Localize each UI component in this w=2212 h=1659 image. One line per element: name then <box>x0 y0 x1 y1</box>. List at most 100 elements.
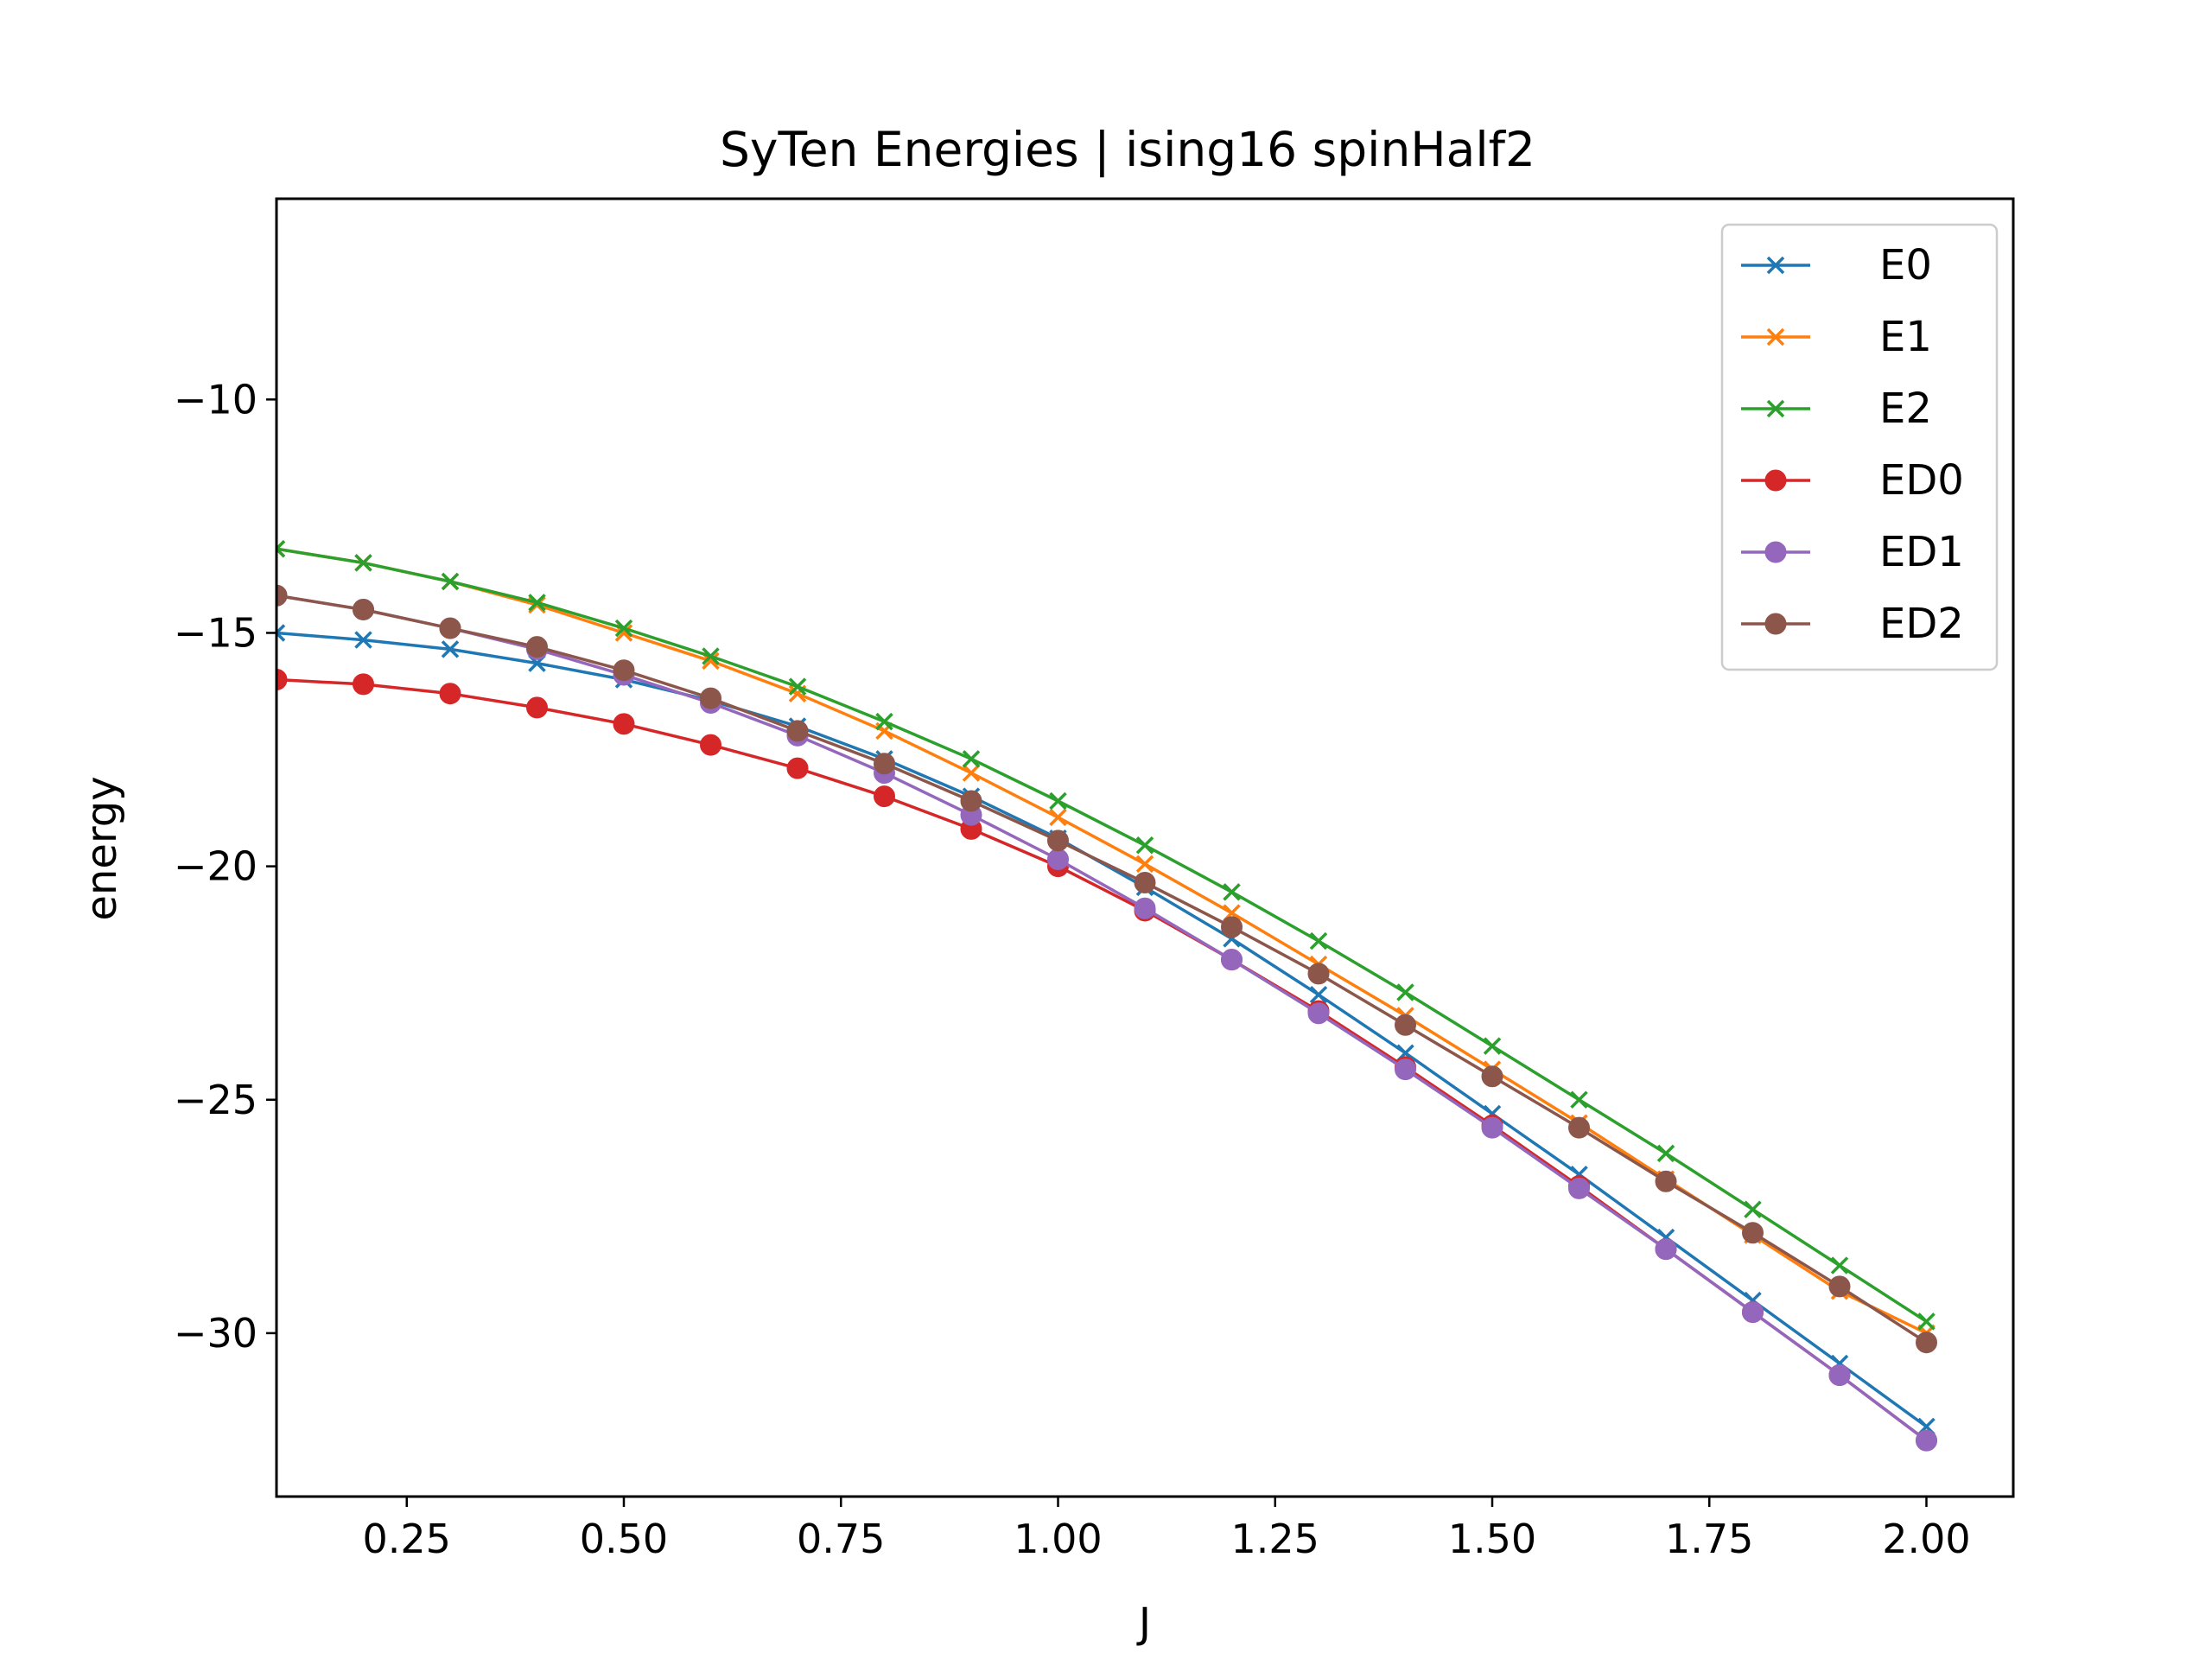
data-point-ED1 <box>1828 1364 1851 1387</box>
data-point-E2 <box>1570 1090 1588 1109</box>
data-point-ED2 <box>1047 830 1069 852</box>
chart-title: SyTen Energies | ising16 spinHalf2 <box>720 122 1535 178</box>
data-point-ED1 <box>1134 897 1156 919</box>
data-point-ED1 <box>1916 1429 1937 1452</box>
data-point-E2 <box>276 539 286 558</box>
x-tick-label: 0.75 <box>797 1516 885 1562</box>
x-tick-label: 2.00 <box>1882 1516 1970 1562</box>
marker-stroke <box>276 539 286 551</box>
marker-stroke <box>962 764 981 782</box>
data-point-E2 <box>1396 983 1414 1001</box>
data-point-E1 <box>962 764 981 782</box>
x-axis: 0.25 0.50 0.75 1.00 1.25 1.50 1.75 2.00 <box>363 1497 1971 1562</box>
data-point-ED2 <box>874 753 895 775</box>
axes-frame <box>275 197 2015 1498</box>
data-point-E2 <box>1135 836 1154 855</box>
x-axis-label: J <box>1136 1599 1151 1648</box>
data-point-E2 <box>441 572 460 591</box>
data-point-E2 <box>1656 1144 1675 1163</box>
legend-item-ED2: ED2 <box>1741 600 1964 648</box>
marker-stroke <box>614 624 633 642</box>
data-point-E2 <box>1917 1313 1936 1331</box>
marker-stroke <box>962 750 981 768</box>
y-tick-label: −10 <box>174 376 257 423</box>
legend-label: ED0 <box>1879 456 1964 505</box>
data-point-E2 <box>1830 1256 1849 1274</box>
data-point-ED2 <box>1568 1116 1590 1139</box>
data-point-ED0 <box>700 734 721 756</box>
data-point-ED2 <box>960 790 982 812</box>
data-point-ED0 <box>276 669 288 690</box>
legend-item-E0: E0 <box>1741 241 1932 289</box>
marker-stroke <box>702 652 720 671</box>
data-point-ED1 <box>1307 1002 1330 1025</box>
legend-marker <box>1764 469 1787 492</box>
y-tick-label: −20 <box>174 843 257 890</box>
data-point-E2 <box>1049 791 1067 810</box>
x-tick-label: 1.50 <box>1448 1516 1536 1562</box>
marker-stroke <box>1049 791 1067 810</box>
data-point-ED2 <box>276 584 288 607</box>
data-point-ED1 <box>1047 849 1069 871</box>
marker-stroke <box>1483 1037 1502 1055</box>
data-point-ED0 <box>874 785 895 808</box>
y-tick-label: −30 <box>174 1310 257 1357</box>
legend-marker <box>1766 399 1785 418</box>
marker-stroke <box>276 624 286 635</box>
data-point-ED2 <box>353 598 374 620</box>
marker-stroke <box>1656 1144 1675 1163</box>
data-point-ED0 <box>786 757 809 779</box>
x-tick-label: 0.50 <box>580 1516 668 1562</box>
marker-stroke <box>1309 931 1328 950</box>
marker-stroke <box>1223 883 1241 901</box>
data-point-ED2 <box>1307 963 1330 985</box>
data-point-ED1 <box>1395 1058 1416 1081</box>
data-point-ED1 <box>1481 1116 1503 1139</box>
data-point-E0 <box>1309 985 1328 1004</box>
y-axis: −10 −15 −20 −25 −30 <box>174 376 276 1357</box>
legend-marker <box>1764 613 1787 635</box>
marker-stroke <box>1766 256 1785 275</box>
legend-label: E2 <box>1879 385 1932 433</box>
legend-marker <box>1766 256 1785 275</box>
legend-marker <box>1766 327 1785 346</box>
data-point-ED2 <box>526 636 548 658</box>
data-point-E1 <box>1049 808 1067 827</box>
data-point-E1 <box>1135 855 1154 874</box>
data-point-ED1 <box>1221 949 1243 971</box>
data-point-E2 <box>875 712 893 731</box>
marker-stroke <box>1135 836 1154 855</box>
data-point-E0 <box>354 631 372 649</box>
data-point-E2 <box>702 647 720 665</box>
data-point-ED2 <box>1481 1065 1503 1088</box>
y-tick-label: −25 <box>174 1077 257 1123</box>
marker-stroke <box>1049 808 1067 827</box>
marker-stroke <box>788 677 807 696</box>
y-axis-label: energy <box>78 776 126 920</box>
data-point-E2 <box>354 554 372 572</box>
data-point-ED2 <box>439 617 461 639</box>
series-line-E2 <box>276 547 1928 1323</box>
legend-item-E2: E2 <box>1741 385 1932 433</box>
data-point-ED0 <box>526 696 548 719</box>
marker-stroke <box>875 712 893 731</box>
series-E2 <box>276 539 1936 1331</box>
marker-stroke <box>354 631 372 649</box>
marker-stroke <box>1917 1313 1936 1331</box>
marker-stroke <box>528 594 546 612</box>
data-point-ED2 <box>1916 1332 1937 1354</box>
data-point-E2 <box>1744 1200 1762 1218</box>
data-point-ED1 <box>1742 1301 1764 1324</box>
data-point-ED2 <box>1221 916 1243 938</box>
series-line-ED1 <box>276 594 1928 1442</box>
legend-label: ED1 <box>1879 528 1964 576</box>
data-point-E0 <box>276 624 286 642</box>
x-tick-label: 1.00 <box>1014 1516 1102 1562</box>
data-point-ED1 <box>1568 1177 1590 1199</box>
data-point-ED2 <box>1655 1170 1677 1192</box>
x-tick-label: 1.25 <box>1231 1516 1319 1562</box>
data-point-ED1 <box>1655 1238 1677 1261</box>
legend-label: ED2 <box>1879 600 1964 648</box>
legend-item-ED0: ED0 <box>1741 456 1964 505</box>
